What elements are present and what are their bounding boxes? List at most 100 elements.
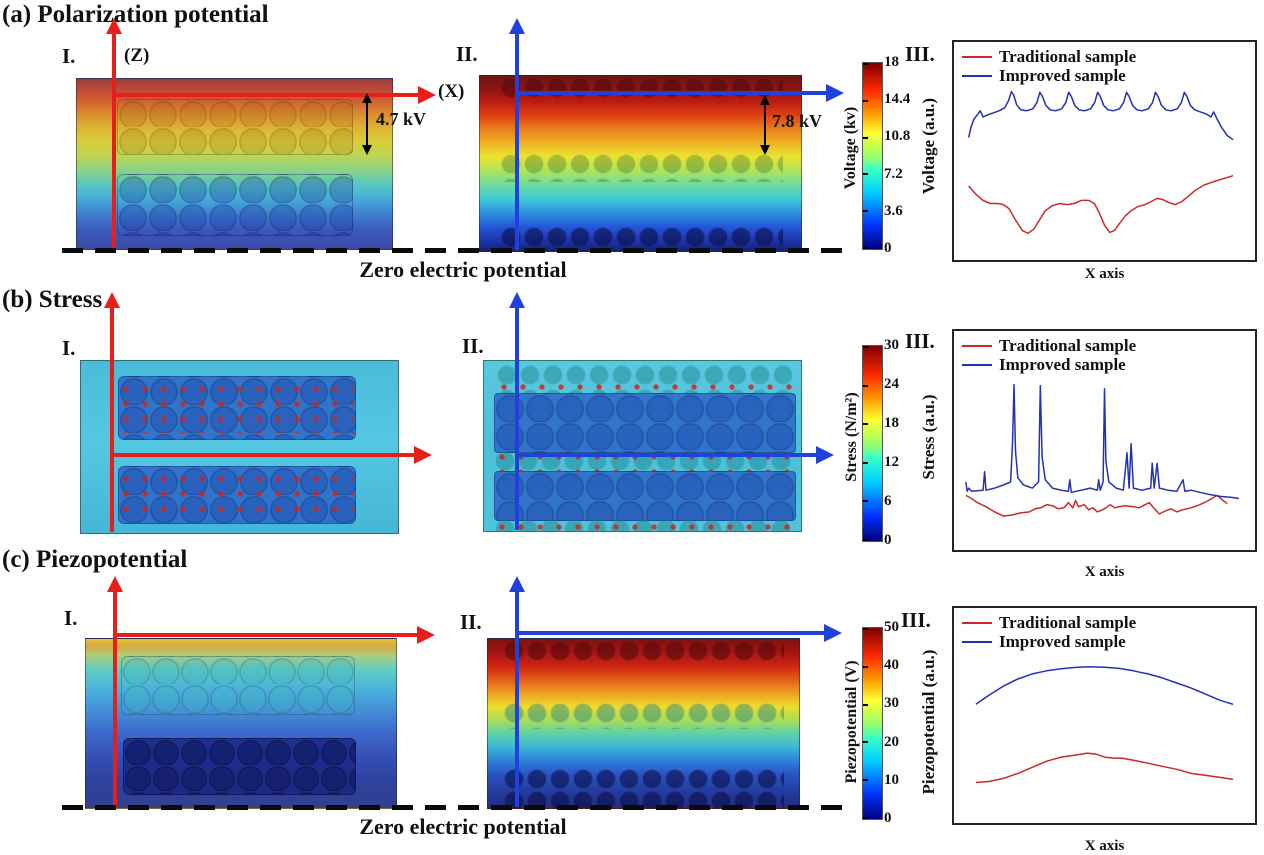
colorbar-a-label: Voltage (kv) [842,106,859,190]
stress-specks [496,379,794,395]
x-axis-red-line [114,93,418,97]
panel-c-roman-iii: III. [901,608,931,632]
colorbar-b-tick: 30 [884,337,899,353]
z-axis-blue-arrowhead-icon [509,292,525,308]
colorbar-b-tick: 24 [884,376,899,392]
gear-row [503,701,784,729]
colorbar-b-tick: 12 [884,454,899,470]
chart-b-ylabel: Stress (a.u.) [919,394,938,480]
legend-label-traditional: Traditional sample [999,47,1137,66]
colorbar-c [862,627,883,820]
panel-c-title: (c) Piezopotential [2,546,188,573]
particle-band [494,393,796,453]
z-axis-blue-arrowhead-icon [509,576,525,592]
legend-label-improved: Improved sample [999,632,1126,651]
z-axis-blue-line [515,34,519,250]
legend-label-traditional: Traditional sample [999,613,1137,632]
chart-b-plot [965,383,1240,517]
chart-b-xlabel: X axis [1084,564,1125,580]
colorbar-a-tick: 0 [884,240,892,256]
legend-swatch-improved [962,640,992,643]
z-axis-red-line [110,308,114,532]
legend-item: Traditional sample [962,336,1136,355]
simulation-c2-heatmap [487,638,800,809]
simulation-a1-heatmap [76,78,393,250]
legend-item: Improved sample [962,632,1136,651]
panel-b-roman-i: I. [62,336,76,360]
x-axis-blue-arrowhead-icon [824,624,842,642]
x-axis-label: (X) [438,81,465,102]
chart-c-ylabel: Piezopotential (a.u.) [919,649,938,795]
zero-potential-label: Zero electric potential [359,257,567,282]
colorbar-c-tick: 50 [884,619,899,635]
z-axis-red-line [112,34,116,249]
x-axis-red-line [112,453,414,457]
colorbar-b-tick: 6 [884,493,892,509]
z-axis-red-line [113,592,117,807]
x-axis-blue-arrowhead-icon [816,446,834,464]
legend-label-improved: Improved sample [999,66,1126,85]
gear-row [503,789,784,808]
chart-a: Traditional sample Improved sample [952,40,1257,262]
colorbar-c-tick: 40 [884,657,899,673]
legend-item: Traditional sample [962,47,1136,66]
chart-a-plot [967,90,1234,235]
x-axis-red-line [115,633,417,637]
gear-row [503,767,784,789]
gear-row [503,639,784,665]
simulation-b2-heatmap [483,360,802,532]
legend-label-improved: Improved sample [999,355,1126,374]
colorbar-c-tick: 30 [884,695,899,711]
chart-c-plot [975,666,1234,784]
x-axis-red-arrowhead-icon [418,86,436,104]
colorbar-a-tick: 14.4 [884,91,911,107]
panel-b-title: (b) Stress [2,286,103,313]
colorbar-c-tick: 10 [884,772,899,788]
panel-a-roman-ii: II. [456,42,478,66]
colorbar-a-tick: 10.8 [884,128,911,144]
x-axis-red-arrowhead-icon [417,626,435,644]
particle-band [123,738,356,795]
stress-specks [118,471,354,517]
legend-item: Traditional sample [962,613,1136,632]
legend-swatch-traditional [962,344,992,347]
legend-swatch-traditional [962,55,992,58]
gear-row [500,152,783,182]
z-axis-red-arrowhead-icon [107,576,123,592]
simulation-a2-heatmap [479,75,802,252]
colorbar-a-tick: 7.2 [884,166,903,182]
colorbar-b [862,345,883,542]
panel-a-roman-iii: III. [905,42,935,66]
colorbar-a-tick: 3.6 [884,203,903,219]
chart-b: Traditional sample Improved sample [952,329,1257,552]
voltage-span-arrow-icon [760,95,770,155]
chart-a-ylabel: Voltage (a.u.) [919,97,938,195]
z-axis-label: (Z) [124,45,150,66]
chart-c: Traditional sample Improved sample [952,606,1257,825]
annotation-7-8kv: 7.8 kV [772,111,823,131]
x-axis-blue-line [517,453,816,457]
chart-a-xlabel: X axis [1084,266,1125,282]
legend-item: Improved sample [962,355,1136,374]
particle-band [494,471,796,521]
z-axis-red-arrowhead-icon [104,292,120,308]
panel-a-title: (a) Polarization potential [2,1,269,28]
stress-specks [118,381,354,433]
zero-potential-label: Zero electric potential [359,814,567,839]
x-axis-red-arrowhead-icon [414,446,432,464]
chart-a-legend: Traditional sample Improved sample [962,47,1136,85]
panel-c-roman-ii: II. [460,610,482,634]
z-axis-blue-arrowhead-icon [509,18,525,34]
particle-band [117,99,353,155]
chart-c-xlabel: X axis [1084,838,1125,854]
panel-b-roman-iii: III. [905,329,935,353]
x-axis-blue-line [517,91,827,95]
colorbar-a-tick: 18 [884,54,899,70]
chart-c-legend: Traditional sample Improved sample [962,613,1136,651]
legend-swatch-improved [962,363,992,366]
z-axis-blue-line [515,308,519,530]
colorbar-a [862,62,883,250]
simulation-c1-heatmap [85,638,397,809]
x-axis-blue-line [517,631,824,635]
